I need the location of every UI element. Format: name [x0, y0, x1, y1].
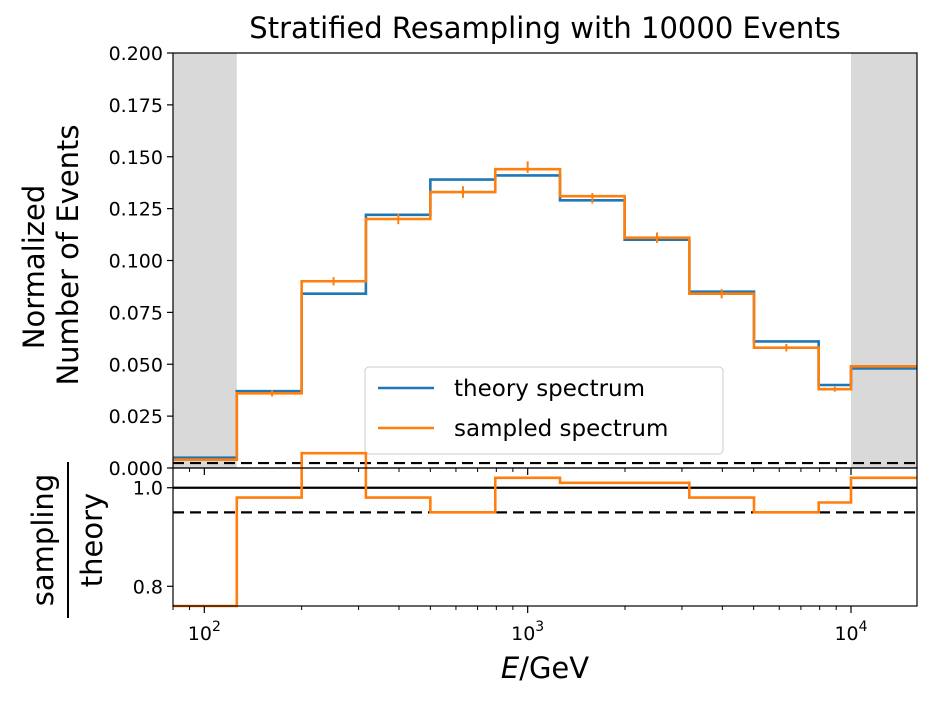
ratio-y-label-numerator: sampling [26, 474, 60, 606]
spectrum-y-tick-label-3: 0.075 [109, 302, 163, 324]
ratio-panel: 0.8 1.0 102 103 104 sampling theory E/GeV [26, 451, 918, 685]
x-axis-label-variable: E [501, 651, 520, 685]
spectrum-y-tick-label-6: 0.150 [109, 147, 163, 169]
ratio-y-tick-label-1: 1.0 [133, 478, 163, 500]
x-tick-label-0: 102 [188, 619, 221, 645]
ratio-y-tick-label-0: 0.8 [133, 576, 163, 598]
x-axis-label-unit: /GeV [519, 651, 589, 685]
x-axis-label: E/GeV [501, 651, 589, 685]
legend-label-theory: theory spectrum [454, 376, 645, 402]
spectrum-y-tick-label-5: 0.125 [109, 199, 163, 221]
spectrum-y-tick-label-2: 0.050 [109, 354, 163, 376]
spectrum-x-ticks [172, 468, 852, 475]
ratio-y-label-denominator: theory [75, 493, 109, 587]
sampled-spectrum-series [173, 167, 917, 461]
ratio-x-ticks: 102 103 104 [172, 606, 868, 645]
legend-label-sampled: sampled spectrum [454, 416, 668, 442]
excluded-region-1 [851, 53, 917, 468]
spectrum-y-tick-label-4: 0.100 [109, 251, 163, 273]
ratio-series [173, 451, 917, 608]
ratio-y-ticks: 0.8 1.0 [133, 478, 173, 598]
legend: theory spectrum sampled spectrum [364, 366, 724, 455]
x-tick-label-1: 103 [511, 619, 544, 645]
legend-box [364, 366, 724, 455]
excluded-region-0 [173, 53, 237, 468]
spectrum-y-tick-label-8: 0.200 [109, 43, 163, 65]
ratio-axes-frame [172, 467, 918, 607]
ratio-line [173, 451, 917, 608]
spectrum-y-ticks: 0.000 0.025 0.050 0.075 0.100 0.125 0.150 0.175… [109, 43, 173, 480]
spectrum-y-tick-label-7: 0.175 [109, 95, 163, 117]
spectrum-y-tick-label-0: 0.000 [109, 458, 163, 480]
excluded-regions [173, 53, 917, 468]
sampled-spectrum-line [173, 167, 917, 461]
spectrum-panel: 0.000 0.025 0.050 0.075 0.100 0.125 0.150 0.175… [17, 43, 918, 480]
sampled-error-bars [271, 161, 836, 397]
spectrum-y-label-line-2: Number of Events [51, 124, 85, 385]
x-tick-label-2: 104 [834, 619, 867, 645]
spectrum-y-tick-label-1: 0.025 [109, 406, 163, 428]
chart-title: Stratified Resampling with 10000 Events [249, 11, 840, 45]
ratio-reference-lines [173, 461, 917, 514]
spectrum-y-label-line-1: Normalized [17, 185, 51, 349]
